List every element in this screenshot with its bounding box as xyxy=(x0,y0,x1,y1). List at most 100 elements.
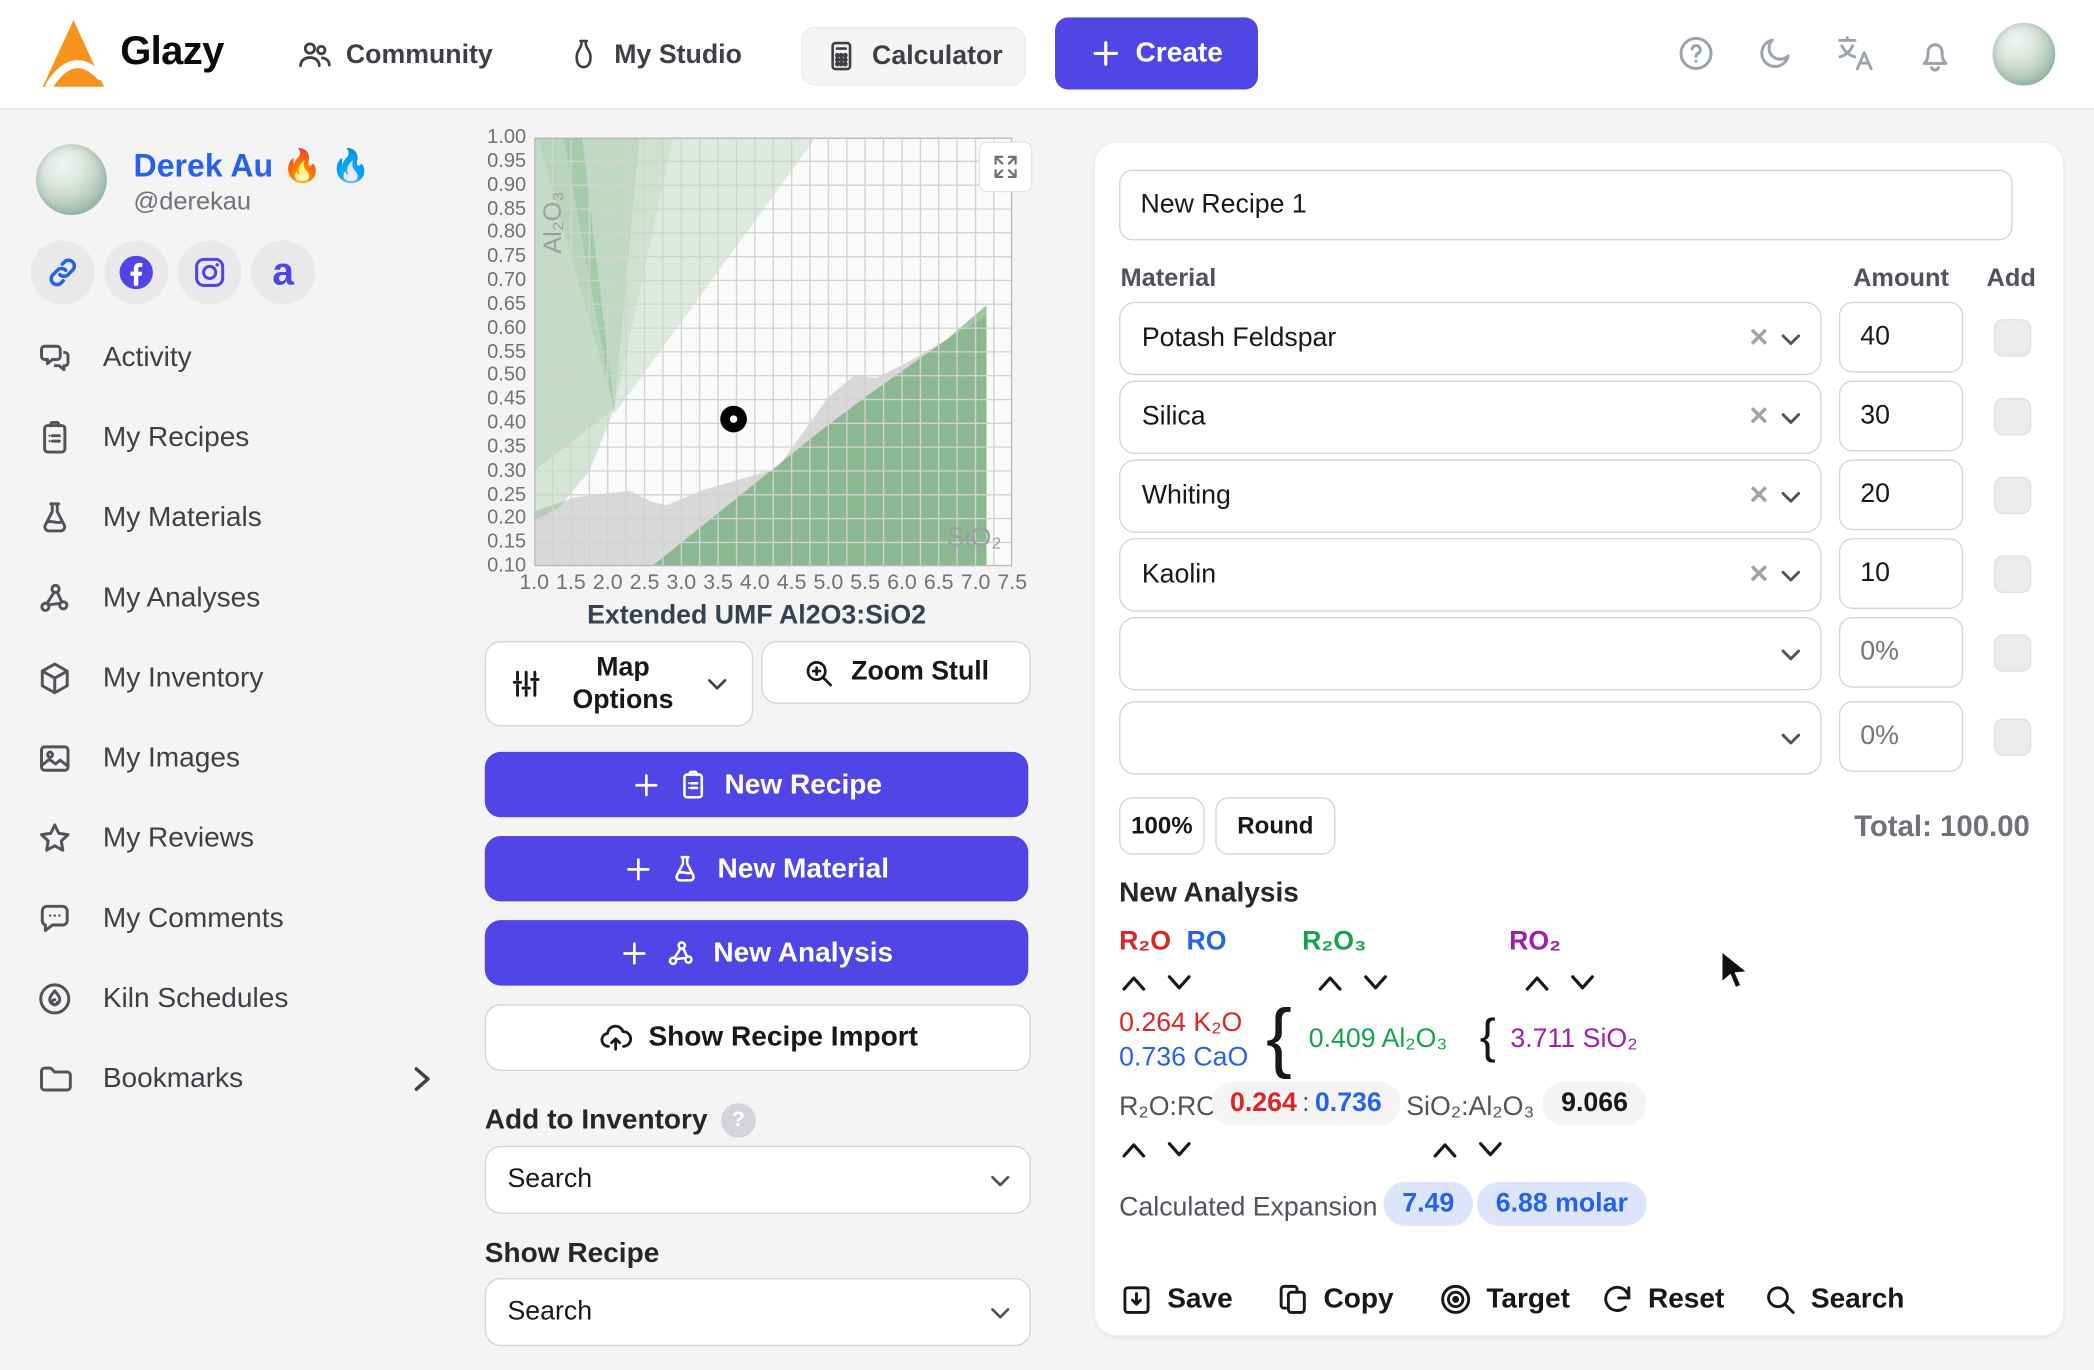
nav-item-community[interactable]: Community xyxy=(274,27,514,83)
new-analysis-button[interactable]: New Analysis xyxy=(484,920,1029,986)
add-checkbox-row-1[interactable] xyxy=(1993,319,2032,357)
sidebar-item-my-recipes[interactable]: My Recipes xyxy=(36,409,437,468)
add-to-inventory-select[interactable]: Search xyxy=(484,1145,1031,1214)
add-checkbox-row-5[interactable] xyxy=(1993,634,2032,672)
sidebar-item-my-images[interactable]: My Images xyxy=(36,729,437,788)
glazy-logo-icon[interactable] xyxy=(36,16,111,91)
add-checkbox-row-2[interactable] xyxy=(1993,397,2032,436)
amount-input-row-1[interactable] xyxy=(1838,301,1964,373)
amount-input-row-3[interactable] xyxy=(1838,459,1964,531)
create-button-label: Create xyxy=(1135,37,1223,69)
stull-chart[interactable] xyxy=(534,137,1013,567)
material-select-row-4[interactable]: Kaolin ✕ xyxy=(1119,538,1822,612)
sliders-icon xyxy=(508,666,543,701)
nav-item-calculator[interactable]: Calculator xyxy=(801,26,1026,86)
amount-input-row-4[interactable] xyxy=(1838,538,1964,609)
sidebar-item-my-analyses[interactable]: My Analyses xyxy=(36,569,437,628)
add-checkbox-row-4[interactable] xyxy=(1993,555,2032,593)
y-tick-label: 0.85 xyxy=(487,196,527,220)
nav-item-my-studio[interactable]: My Studio xyxy=(545,27,763,83)
remove-material-icon[interactable]: ✕ xyxy=(1748,482,1770,511)
k2o-value: 0.264 K₂O xyxy=(1119,1008,1243,1038)
x-tick-label: 5.0 xyxy=(813,571,844,595)
material-select-row-3[interactable]: Whiting ✕ xyxy=(1119,459,1822,533)
retotal-100-button[interactable]: 100% xyxy=(1119,797,1205,855)
new-recipe-button[interactable]: New Recipe xyxy=(484,751,1029,818)
ratio-decrease-button[interactable] xyxy=(1165,1139,1194,1160)
sidebar-item-bookmarks[interactable]: Bookmarks xyxy=(36,1050,437,1109)
r2o-decrease-button[interactable] xyxy=(1165,972,1194,993)
translate-icon[interactable] xyxy=(1835,33,1875,80)
x-tick-label: 2.0 xyxy=(592,571,623,595)
amount-input-row-6[interactable] xyxy=(1838,701,1964,772)
instagram-button[interactable] xyxy=(177,240,242,305)
add-checkbox-row-6[interactable] xyxy=(1993,718,2032,756)
analysis-header-r2o-ro: R₂O RO xyxy=(1119,927,1226,958)
chart-expand-button[interactable] xyxy=(978,141,1033,193)
amount-input-row-2[interactable] xyxy=(1838,380,1964,452)
create-button[interactable]: Create xyxy=(1055,17,1259,90)
r2o-increase-button[interactable] xyxy=(1119,972,1148,993)
calculator-icon xyxy=(824,39,859,74)
copy-label: Copy xyxy=(1323,1283,1394,1315)
ro2-increase-button[interactable] xyxy=(1522,972,1551,993)
brand-title[interactable]: Glazy xyxy=(120,29,224,74)
community-people-icon xyxy=(295,36,332,73)
sidebar-item-my-materials[interactable]: My Materials xyxy=(36,489,437,548)
expansion-molar-pill: 6.88 molar xyxy=(1477,1181,1647,1226)
notifications-bell-icon[interactable] xyxy=(1915,33,1955,80)
user-avatar[interactable] xyxy=(1992,22,2056,86)
remove-material-icon[interactable]: ✕ xyxy=(1748,324,1770,353)
analysis-header-ro2: RO₂ xyxy=(1509,927,1561,958)
ro2-decrease-button[interactable] xyxy=(1568,972,1597,993)
search-button[interactable]: Search xyxy=(1763,1282,1904,1317)
show-recipe-text: Show Recipe xyxy=(484,1237,660,1269)
material-select-row-1[interactable]: Potash Feldspar ✕ xyxy=(1119,301,1822,376)
analysis-title: New Analysis xyxy=(1119,877,1299,909)
chevron-down-icon xyxy=(1777,404,1820,431)
sidebar-item-my-inventory[interactable]: My Inventory xyxy=(36,649,437,708)
copy-button[interactable]: Copy xyxy=(1275,1282,1394,1317)
new-material-button[interactable]: New Material xyxy=(484,835,1029,902)
profile-avatar[interactable] xyxy=(36,144,107,216)
r2o3-decrease-button[interactable] xyxy=(1361,972,1390,993)
r2o3-increase-button[interactable] xyxy=(1315,972,1344,993)
sidebar-item-my-comments[interactable]: My Comments xyxy=(36,889,437,948)
sidebar-item-label: Activity xyxy=(102,341,192,373)
zoom-stull-button[interactable]: Zoom Stull xyxy=(761,641,1031,704)
material-select-row-5[interactable] xyxy=(1119,616,1822,691)
reset-button[interactable]: Reset xyxy=(1600,1282,1724,1317)
x-tick-label: 2.5 xyxy=(629,571,660,595)
sidebar-item-kiln-schedules[interactable]: Kiln Schedules xyxy=(36,970,437,1029)
amazon-button[interactable]: a xyxy=(251,240,316,305)
material-select-row-6[interactable] xyxy=(1119,701,1822,775)
y-tick-label: 0.30 xyxy=(487,458,527,482)
show-recipe-select[interactable]: Search xyxy=(484,1278,1031,1347)
help-badge-icon[interactable]: ? xyxy=(720,1103,756,1138)
material-select-row-2[interactable]: Silica ✕ xyxy=(1119,380,1822,455)
round-button[interactable]: Round xyxy=(1215,797,1336,855)
si-al-decrease-button[interactable] xyxy=(1476,1139,1505,1160)
help-icon[interactable] xyxy=(1676,33,1716,80)
remove-material-icon[interactable]: ✕ xyxy=(1748,403,1770,432)
target-button[interactable]: Target xyxy=(1438,1282,1570,1317)
dark-mode-moon-icon[interactable] xyxy=(1755,33,1795,80)
facebook-button[interactable] xyxy=(104,240,169,305)
sidebar-item-activity[interactable]: Activity xyxy=(36,329,437,388)
amount-input-row-5[interactable] xyxy=(1838,616,1964,688)
profile-name[interactable]: Derek Au 🔥 🔥 xyxy=(134,147,371,186)
star-icon xyxy=(36,820,73,857)
show-recipe-label: Show Recipe xyxy=(485,1238,660,1270)
website-link-button[interactable] xyxy=(30,240,95,305)
si-al-increase-button[interactable] xyxy=(1430,1139,1459,1160)
retotal-100-label: 100% xyxy=(1131,811,1193,839)
recipe-name-input[interactable] xyxy=(1119,169,2013,241)
map-options-button[interactable]: Map Options xyxy=(484,641,754,727)
amount-column-header: Amount xyxy=(1853,264,1949,293)
remove-material-icon[interactable]: ✕ xyxy=(1748,560,1770,589)
sidebar-item-my-reviews[interactable]: My Reviews xyxy=(36,809,437,868)
add-checkbox-row-3[interactable] xyxy=(1993,476,2032,515)
ratio-increase-button[interactable] xyxy=(1119,1139,1148,1160)
show-recipe-import-button[interactable]: Show Recipe Import xyxy=(484,1004,1031,1072)
save-button[interactable]: Save xyxy=(1119,1282,1233,1317)
